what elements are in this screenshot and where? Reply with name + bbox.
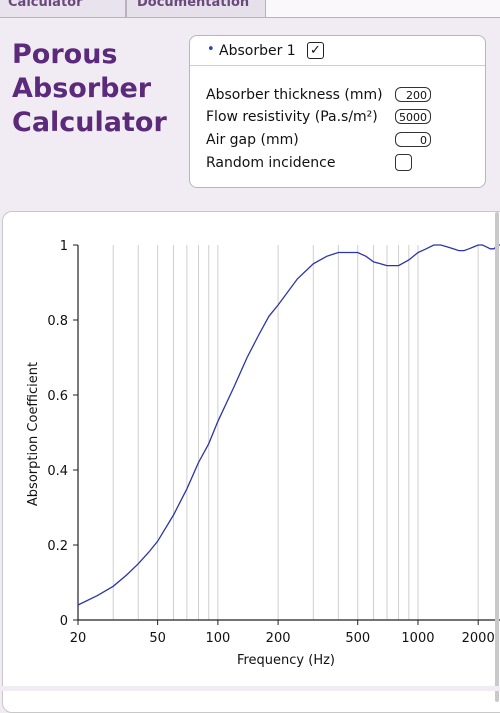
y-tick-label: 0.2 bbox=[47, 539, 68, 554]
y-tick-label: 0.6 bbox=[47, 389, 68, 404]
axes bbox=[73, 244, 500, 625]
air-gap-input[interactable]: 0 bbox=[395, 132, 431, 147]
random-incidence-checkbox[interactable] bbox=[395, 154, 412, 171]
tab-documentation[interactable]: Documentation bbox=[126, 0, 266, 18]
y-tick-label: 0.4 bbox=[47, 464, 68, 479]
app-title: Porous Absorber Calculator bbox=[12, 38, 192, 140]
scrollbar[interactable] bbox=[495, 212, 499, 702]
x-axis-label: Frequency (Hz) bbox=[237, 653, 335, 668]
absorber-header: • Absorber 1 ✓ bbox=[190, 36, 485, 66]
x-tick-label: 200 bbox=[266, 631, 291, 646]
y-axis-label: Absorption Coefficient bbox=[26, 362, 41, 506]
series bbox=[77, 244, 500, 606]
app-title-line: Absorber bbox=[12, 73, 152, 104]
x-tick-label: 500 bbox=[345, 631, 370, 646]
x-tick-label: 1000 bbox=[401, 631, 434, 646]
checkmark-icon: ✓ bbox=[310, 43, 321, 58]
flow-resistivity-input[interactable]: 5000 bbox=[395, 109, 431, 124]
y-tick-label: 1 bbox=[60, 239, 68, 254]
absorber-label: Absorber 1 bbox=[219, 43, 296, 59]
x-tick-label: 20 bbox=[70, 631, 87, 646]
bottom-edge bbox=[0, 686, 500, 691]
random-incidence-label: Random incidence bbox=[206, 155, 336, 171]
app-title-line: Porous bbox=[12, 39, 118, 70]
flow-resistivity-label: Flow resistivity (Pa.s/m²) bbox=[206, 109, 378, 125]
app-title-line: Calculator bbox=[12, 107, 167, 138]
tick-labels: 0 0.2 0.4 0.6 0.8 1 20 50 100 200 500 1000 2000 bbox=[47, 239, 494, 646]
bullet-icon: • bbox=[207, 42, 215, 57]
tab-calculator[interactable]: Calculator bbox=[0, 0, 126, 18]
y-tick-label: 0.8 bbox=[47, 314, 68, 329]
air-gap-label: Air gap (mm) bbox=[206, 132, 299, 148]
chart-card: 0 0.2 0.4 0.6 0.8 1 20 50 100 200 500 1000 2000 Abso… bbox=[2, 211, 500, 713]
tab-strip bbox=[266, 0, 500, 18]
x-tick-label: 100 bbox=[205, 631, 230, 646]
y-tick-label: 0 bbox=[60, 614, 68, 629]
grid bbox=[77, 245, 479, 620]
thickness-label: Absorber thickness (mm) bbox=[206, 87, 383, 103]
x-tick-label: 2000 bbox=[462, 631, 495, 646]
series-line bbox=[77, 244, 500, 606]
thickness-input[interactable]: 200 bbox=[395, 87, 431, 102]
absorption-chart: 0 0.2 0.4 0.6 0.8 1 20 50 100 200 500 1000 2000 Abso… bbox=[26, 239, 500, 668]
absorber-panel: • Absorber 1 ✓ Absorber thickness (mm) 2… bbox=[189, 35, 486, 188]
x-tick-label: 50 bbox=[149, 631, 166, 646]
absorber-checkbox[interactable]: ✓ bbox=[307, 42, 324, 59]
